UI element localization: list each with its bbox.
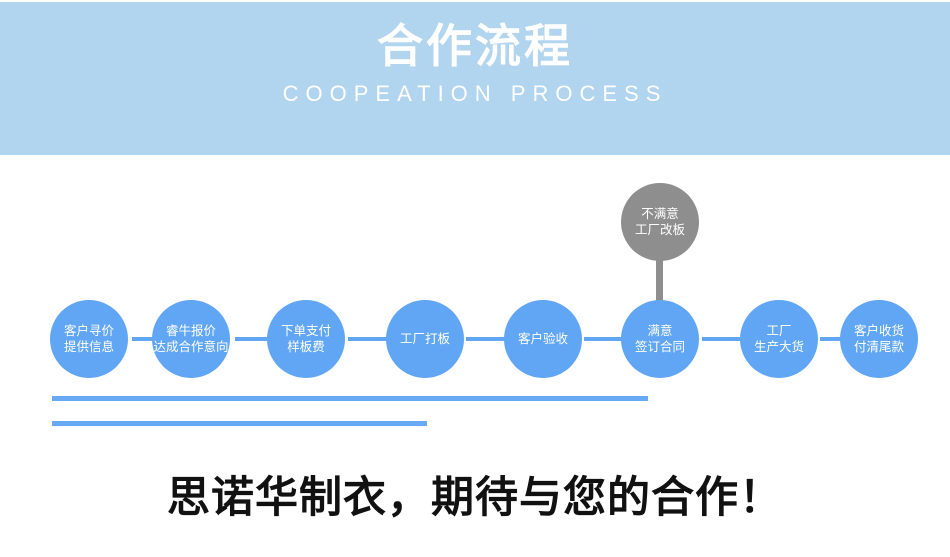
flow-node-7-label-2: 生产大货 <box>753 340 804 354</box>
flow-connector-2 <box>235 337 270 341</box>
closing-slogan: 思诺华制衣，期待与您的合作！ <box>167 475 783 522</box>
branch-connector <box>656 259 663 301</box>
flow-connector-7 <box>820 337 842 341</box>
flow-connector-6 <box>702 337 742 341</box>
flow-connector-3 <box>348 337 388 341</box>
flow-node-1[interactable]: 客户寻价 提供信息 <box>50 300 128 378</box>
rule-top <box>52 396 648 401</box>
flow-node-7-label-1: 工厂 <box>766 324 792 338</box>
flow-node-6[interactable]: 满意 签订合同 <box>621 300 699 378</box>
header-banner: 合作流程 COOPEATION PROCESS <box>0 2 950 155</box>
flow-node-2-label-1: 睿牛报价 <box>165 324 216 338</box>
flow-node-branch-label-1: 不满意 <box>641 207 679 221</box>
flow-node-6-label-2: 签订合同 <box>634 340 685 354</box>
flow-connector-5 <box>584 337 623 341</box>
rule-bottom <box>52 421 427 426</box>
flow-node-5-label-1: 客户验收 <box>517 332 568 346</box>
flow-node-1-label-1: 客户寻价 <box>63 324 114 338</box>
flow-node-branch[interactable]: 不满意 工厂改板 <box>621 183 699 261</box>
flow-node-3-label-2: 样板费 <box>287 340 325 354</box>
flow-node-8[interactable]: 客户收货 付清尾款 <box>840 300 918 378</box>
flow-node-4[interactable]: 工厂打板 <box>386 300 464 378</box>
page-subtitle: COOPEATION PROCESS <box>282 80 668 106</box>
flow-node-2[interactable]: 睿牛报价达成合作意向 <box>152 300 230 378</box>
flow-connector-4 <box>466 337 506 341</box>
flow-node-1-label-2: 提供信息 <box>63 340 114 354</box>
flow-node-2-label-2: 达成合作意向 <box>153 340 229 354</box>
flow-node-8-label-1: 客户收货 <box>853 324 904 338</box>
flow-connector-1 <box>132 337 164 341</box>
flow-node-8-label-2: 付清尾款 <box>853 340 904 354</box>
flow-node-6-label-1: 满意 <box>647 324 673 338</box>
flow-node-4-label-1: 工厂打板 <box>399 332 450 346</box>
page-title: 合作流程 <box>377 20 573 72</box>
flow-node-5[interactable]: 客户验收 <box>504 300 582 378</box>
flow-node-branch-label-2: 工厂改板 <box>634 223 685 237</box>
flow-node-3[interactable]: 下单支付 样板费 <box>267 300 345 378</box>
flow-node-7[interactable]: 工厂 生产大货 <box>740 300 818 378</box>
flow-node-3-label-1: 下单支付 <box>280 324 331 338</box>
